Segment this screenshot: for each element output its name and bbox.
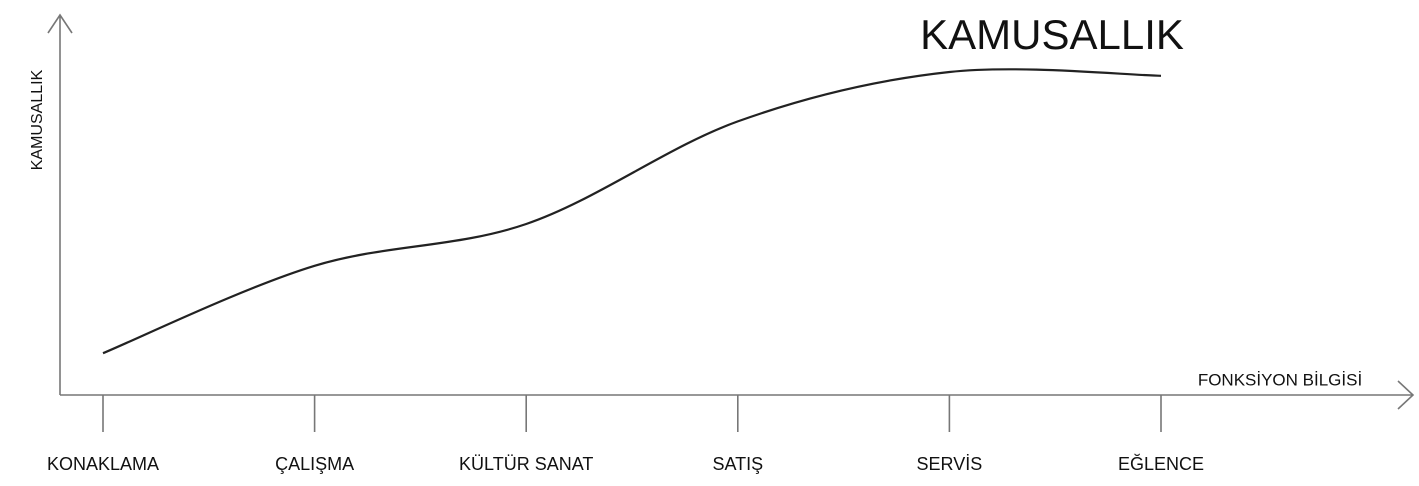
x-tick-label: SERVİS	[917, 454, 983, 474]
x-tick-label: EĞLENCE	[1118, 453, 1204, 474]
y-axis-label: KAMUSALLIK	[29, 69, 46, 170]
x-tick-label: ÇALIŞMA	[275, 454, 354, 474]
x-tick-label: SATIŞ	[712, 454, 763, 474]
x-axis	[60, 380, 1415, 410]
y-axis	[47, 13, 73, 395]
curve	[102, 68, 1162, 355]
x-tick-label: KONAKLAMA	[47, 454, 159, 474]
x-axis-label: FONKSİYON BİLGİSİ	[1198, 370, 1362, 389]
chart-title: KAMUSALLIK	[920, 11, 1184, 58]
x-tick-label: KÜLTÜR SANAT	[459, 454, 593, 474]
